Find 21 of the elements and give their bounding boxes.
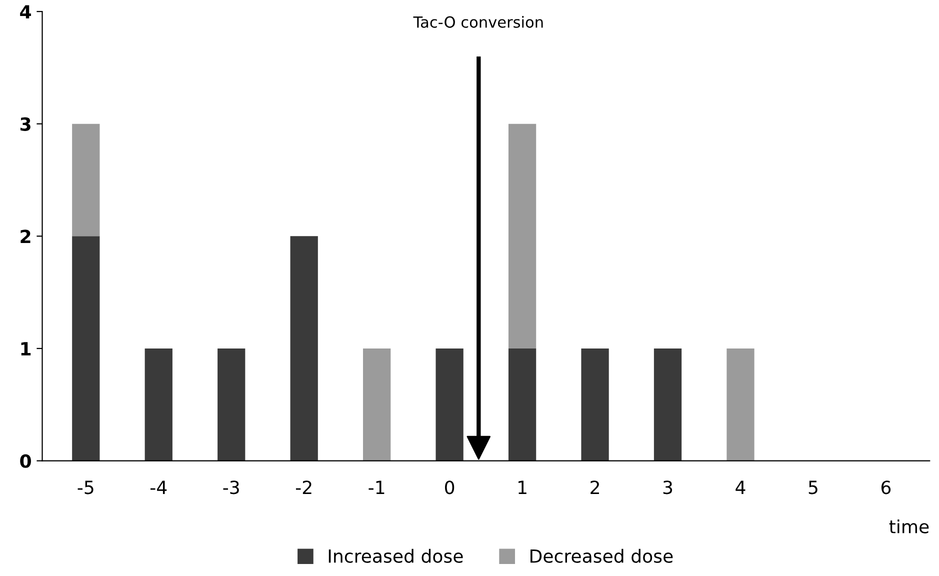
x-tick-label: 5 xyxy=(808,480,818,494)
legend-label: Decreased dose xyxy=(530,548,673,563)
x-tick-label: 3 xyxy=(663,480,672,494)
x-tick-label: -1 xyxy=(368,480,384,494)
x-tick-label: 2 xyxy=(590,480,599,494)
x-tick-label: -5 xyxy=(78,480,94,494)
y-tick-label: 0 xyxy=(20,454,31,468)
x-axis-title: time xyxy=(889,519,929,534)
x-tick-label: 1 xyxy=(518,480,526,494)
y-tick-label: 3 xyxy=(20,117,30,131)
y-tick-label: 1 xyxy=(21,342,31,356)
x-tick-label: -3 xyxy=(223,480,239,494)
legend-label: Increased dose xyxy=(328,548,463,563)
y-tick-label: 4 xyxy=(20,5,32,18)
x-tick-label: -2 xyxy=(296,480,312,494)
x-tick-label: -4 xyxy=(150,480,167,494)
x-tick-label: 0 xyxy=(445,480,454,494)
x-tick-label: 4 xyxy=(736,480,746,494)
ref-line-label: Tac-O conversion xyxy=(413,16,543,28)
y-tick-label: 2 xyxy=(20,230,30,244)
x-tick-label: 6 xyxy=(881,480,891,494)
